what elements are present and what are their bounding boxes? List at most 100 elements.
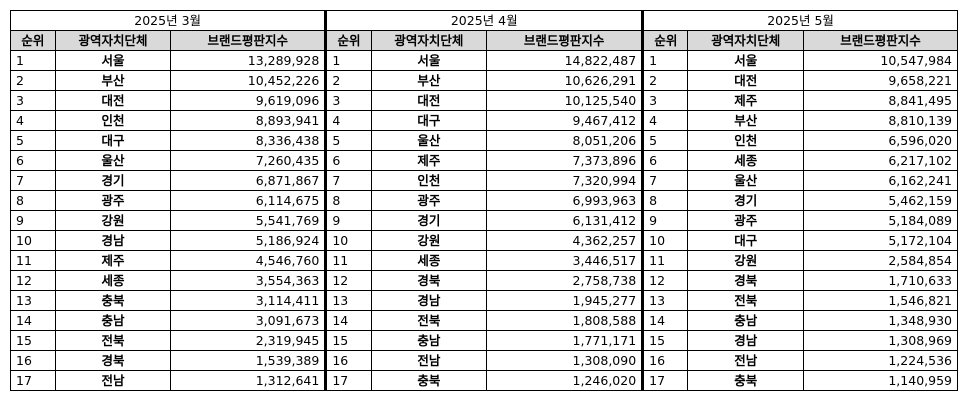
table-row: 12 경북 2,758,738	[325, 270, 643, 291]
score-cell: 14,822,487	[486, 50, 643, 71]
score-cell: 1,771,171	[486, 330, 643, 351]
score-cell: 7,320,994	[486, 170, 643, 191]
table-row: 3 대전 10,125,540	[325, 90, 643, 111]
score-cell: 5,172,104	[802, 230, 958, 251]
score-cell: 6,114,675	[170, 190, 326, 211]
table-row: 17 충북 1,246,020	[325, 370, 643, 391]
table-row: 5 울산 8,051,206	[325, 130, 643, 151]
rank-cell: 8	[325, 190, 372, 211]
region-cell: 경남	[370, 290, 488, 311]
rank-cell: 2	[325, 70, 372, 91]
rank-cell: 16	[10, 350, 56, 371]
month-title: 2025년 3월	[9, 10, 326, 31]
region-cell: 부산	[54, 70, 172, 91]
rank-cell: 12	[642, 270, 689, 291]
table-row: 8 광주 6,993,963	[325, 190, 643, 211]
column-header-row: 순위 광역자치단체 브랜드평판지수	[325, 30, 643, 51]
table-row: 6 울산 7,260,435	[10, 150, 326, 171]
region-cell: 세종	[687, 150, 804, 171]
score-cell: 6,993,963	[486, 190, 643, 211]
table-row: 4 대구 9,467,412	[325, 110, 643, 131]
score-cell: 1,312,641	[170, 370, 326, 391]
score-cell: 3,446,517	[486, 250, 643, 271]
month-table: 2025년 5월 순위 광역자치단체 브랜드평판지수 1 서울 10,547,984 2 대전 9…	[642, 10, 958, 391]
table-row: 8 경기 5,462,159	[642, 190, 958, 211]
region-cell: 광주	[370, 190, 488, 211]
month-header-row: 2025년 4월	[325, 10, 643, 31]
table-row: 12 세종 3,554,363	[10, 270, 326, 291]
rank-cell: 3	[10, 90, 56, 111]
score-column-header: 브랜드평판지수	[486, 30, 643, 51]
rank-cell: 7	[642, 170, 689, 191]
table-row: 9 강원 5,541,769	[10, 210, 326, 231]
region-cell: 경남	[54, 230, 172, 251]
region-cell: 서울	[687, 50, 804, 71]
region-cell: 경북	[54, 350, 172, 371]
rank-cell: 15	[10, 330, 56, 351]
month-header-row: 2025년 3월	[9, 10, 326, 31]
column-header-row: 순위 광역자치단체 브랜드평판지수	[10, 30, 326, 51]
rank-cell: 13	[642, 290, 689, 311]
rank-cell: 12	[10, 270, 56, 291]
rank-cell: 10	[642, 230, 689, 251]
rank-cell: 17	[10, 370, 56, 391]
region-cell: 광주	[54, 190, 172, 211]
rank-cell: 1	[10, 50, 56, 71]
region-cell: 전남	[370, 350, 488, 371]
region-cell: 충북	[370, 370, 488, 391]
region-cell: 대구	[370, 110, 488, 131]
score-cell: 6,162,241	[802, 170, 958, 191]
rank-cell: 17	[642, 370, 689, 391]
score-cell: 4,362,257	[486, 230, 643, 251]
rank-cell: 5	[325, 130, 372, 151]
table-row: 1 서울 13,289,928	[10, 50, 326, 71]
rank-cell: 5	[642, 130, 689, 151]
table-row: 15 충남 1,771,171	[325, 330, 643, 351]
region-cell: 경북	[370, 270, 488, 291]
rank-cell: 16	[325, 350, 372, 371]
table-row: 6 제주 7,373,896	[325, 150, 643, 171]
rank-cell: 1	[325, 50, 372, 71]
score-cell: 1,246,020	[486, 370, 643, 391]
table-row: 17 충북 1,140,959	[642, 370, 958, 391]
table-row: 8 광주 6,114,675	[10, 190, 326, 211]
region-cell: 서울	[54, 50, 172, 71]
score-cell: 8,841,495	[802, 90, 958, 111]
score-cell: 5,184,089	[802, 210, 958, 231]
score-cell: 10,452,226	[170, 70, 326, 91]
score-column-header: 브랜드평판지수	[170, 30, 326, 51]
rank-cell: 2	[10, 70, 56, 91]
column-header-row: 순위 광역자치단체 브랜드평판지수	[642, 30, 958, 51]
region-cell: 경기	[54, 170, 172, 191]
region-column-header: 광역자치단체	[687, 30, 804, 51]
score-cell: 3,114,411	[170, 290, 326, 311]
table-row: 6 세종 6,217,102	[642, 150, 958, 171]
region-cell: 대전	[54, 90, 172, 111]
table-row: 13 전북 1,546,821	[642, 290, 958, 311]
score-cell: 10,547,984	[802, 50, 958, 71]
region-cell: 강원	[54, 210, 172, 231]
rank-cell: 4	[325, 110, 372, 131]
table-row: 11 세종 3,446,517	[325, 250, 643, 271]
table-row: 7 인천 7,320,994	[325, 170, 643, 191]
region-cell: 대구	[54, 130, 172, 151]
rank-cell: 13	[10, 290, 56, 311]
region-cell: 부산	[370, 70, 488, 91]
region-cell: 대구	[687, 230, 804, 251]
table-row: 4 인천 8,893,941	[10, 110, 326, 131]
table-row: 16 경북 1,539,389	[10, 350, 326, 371]
rank-cell: 7	[10, 170, 56, 191]
rank-cell: 6	[642, 150, 689, 171]
rank-cell: 4	[642, 110, 689, 131]
rank-cell: 13	[325, 290, 372, 311]
region-cell: 경기	[370, 210, 488, 231]
rank-cell: 10	[325, 230, 372, 251]
score-cell: 5,186,924	[170, 230, 326, 251]
score-cell: 8,051,206	[486, 130, 643, 151]
region-column-header: 광역자치단체	[54, 30, 172, 51]
table-row: 10 대구 5,172,104	[642, 230, 958, 251]
region-cell: 전북	[687, 290, 804, 311]
table-row: 9 경기 6,131,412	[325, 210, 643, 231]
month-header-row: 2025년 5월	[642, 10, 958, 31]
table-row: 9 광주 5,184,089	[642, 210, 958, 231]
